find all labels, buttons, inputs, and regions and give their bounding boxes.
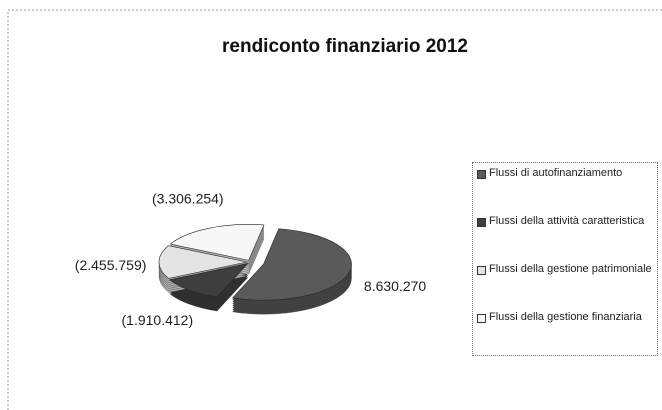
legend-item: Flussi della attività caratteristica: [477, 215, 653, 263]
legend-swatch: [477, 218, 486, 227]
legend-label: Flussi di autofinanziamento: [489, 167, 623, 179]
legend-label: Flussi della attività caratteristica: [489, 215, 645, 227]
legend-swatch: [477, 266, 486, 275]
legend-label: Flussi della gestione finanziaria: [489, 311, 642, 323]
chart-border: [7, 9, 662, 410]
chart-title: rendiconto finanziario 2012: [222, 36, 468, 57]
legend-item: Flussi della gestione finanziaria: [477, 311, 653, 359]
slice: [158, 245, 248, 279]
slice: [169, 262, 249, 298]
data-label: (1.910.412): [122, 312, 194, 328]
data-label: 8.630.270: [364, 278, 426, 294]
data-label: (2.455.759): [75, 257, 147, 273]
legend: Flussi di autofinanziamento Flussi della …: [472, 162, 658, 356]
legend-item: Flussi della gestione patrimoniale: [477, 263, 653, 311]
legend-swatch: [477, 170, 486, 179]
legend-item: Flussi di autofinanziamento: [477, 167, 653, 215]
data-label: (3.306.254): [152, 191, 224, 207]
legend-label: Flussi della gestione patrimoniale: [489, 263, 652, 275]
slice: [231, 228, 352, 301]
legend-swatch: [477, 314, 486, 323]
slice: [169, 224, 265, 261]
